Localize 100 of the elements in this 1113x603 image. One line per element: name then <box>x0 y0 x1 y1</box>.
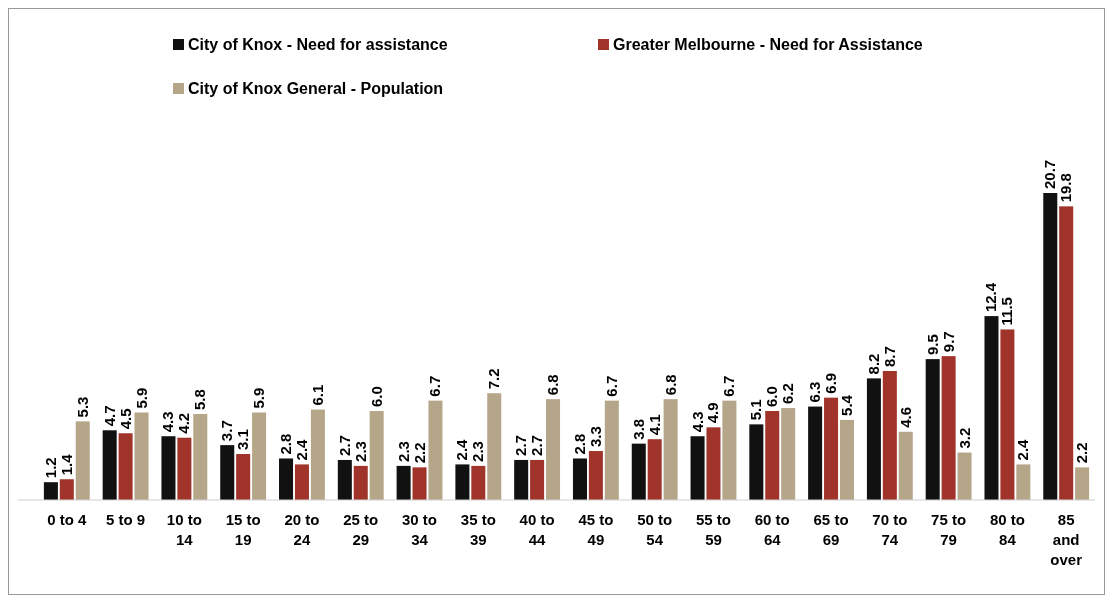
data-label: 6.7 <box>426 375 444 397</box>
bar <box>59 479 74 500</box>
data-label: 6.8 <box>661 374 679 396</box>
legend-label: City of Knox General - Population <box>188 80 444 97</box>
bar <box>765 411 780 500</box>
data-label: 12.4 <box>982 282 1000 313</box>
bar <box>487 393 502 500</box>
data-label: 2.4 <box>453 438 471 461</box>
data-label: 2.2 <box>1073 442 1091 464</box>
data-label: 2.3 <box>351 441 369 462</box>
bar <box>824 397 839 500</box>
bar <box>588 451 603 500</box>
bar <box>102 430 117 500</box>
data-label: 4.6 <box>896 406 914 428</box>
data-label: 6.8 <box>544 374 562 396</box>
data-label: 6.9 <box>822 372 840 394</box>
bar <box>161 436 176 500</box>
data-label: 2.7 <box>512 435 530 456</box>
data-label: 6.3 <box>806 381 824 403</box>
data-label: 2.8 <box>277 433 295 455</box>
bar <box>546 399 561 500</box>
bar <box>808 406 823 500</box>
bar <box>1043 193 1058 500</box>
x-tick-label: 50 to 54 <box>637 511 673 548</box>
bar <box>1000 329 1015 500</box>
data-label: 2.8 <box>570 433 588 455</box>
x-tick-label: 80 to 84 <box>989 511 1025 548</box>
data-label: 4.1 <box>645 414 663 436</box>
bar <box>572 458 587 500</box>
data-label: 5.9 <box>132 387 150 409</box>
data-label: 2.3 <box>394 441 412 462</box>
bar <box>690 436 705 500</box>
data-label: 1.2 <box>41 457 59 479</box>
x-tick-label: 25 to 29 <box>343 511 379 548</box>
data-label: 20.7 <box>1041 159 1059 189</box>
bar <box>279 458 294 500</box>
bar <box>310 409 325 500</box>
x-tick-label: 45 to 49 <box>578 511 614 548</box>
data-label: 4.3 <box>159 411 177 433</box>
bar <box>1059 206 1074 500</box>
data-label: 9.5 <box>923 334 941 356</box>
bar <box>706 427 721 500</box>
bar <box>663 399 678 500</box>
x-tick-label: 70 to 74 <box>872 511 908 548</box>
bar <box>396 465 411 500</box>
data-label: 8.2 <box>864 353 882 375</box>
legend-label: City of Knox - Need for assistance <box>188 36 448 53</box>
bar <box>43 482 58 500</box>
data-label: 6.2 <box>779 383 797 405</box>
data-label: 4.9 <box>704 402 722 424</box>
x-tick-label: 30 to 34 <box>402 511 438 548</box>
bar <box>369 411 384 500</box>
bar <box>353 465 368 500</box>
data-label: 6.0 <box>367 386 385 408</box>
bar <box>925 359 940 500</box>
bar <box>781 408 796 500</box>
data-label: 5.9 <box>250 387 268 409</box>
bar <box>193 413 208 500</box>
data-label: 3.2 <box>955 427 973 449</box>
data-label: 5.3 <box>73 396 91 418</box>
bar <box>839 419 854 500</box>
x-tick-label: 65 to 69 <box>813 511 849 548</box>
bar <box>941 356 956 500</box>
x-tick-label: 15 to 19 <box>225 511 261 548</box>
data-label: 6.0 <box>763 386 781 408</box>
data-label: 2.3 <box>469 441 487 462</box>
x-tick-label: 55 to 59 <box>695 511 731 548</box>
data-label: 4.2 <box>175 412 193 434</box>
x-tick-label: 60 to 64 <box>754 511 790 548</box>
data-label: 4.3 <box>688 411 706 433</box>
bar <box>412 467 427 500</box>
bar <box>866 378 881 500</box>
data-label: 6.1 <box>308 384 326 406</box>
bar <box>631 443 646 500</box>
bar <box>252 412 267 500</box>
x-tick-label: 85 and over <box>1050 511 1083 568</box>
data-label: 2.7 <box>528 435 546 456</box>
bar <box>236 454 251 500</box>
data-label: 9.7 <box>939 331 957 353</box>
data-label: 3.7 <box>218 420 236 442</box>
data-label: 8.7 <box>880 346 898 367</box>
bar <box>984 316 999 500</box>
bar <box>957 452 972 500</box>
bar <box>722 400 737 500</box>
data-label: 4.7 <box>100 405 118 427</box>
data-label: 2.4 <box>292 438 310 461</box>
legend-label: Greater Melbourne - Need for Assistance <box>613 36 923 53</box>
bar <box>514 459 529 500</box>
bar <box>337 459 352 500</box>
bar <box>220 445 235 500</box>
data-label: 5.4 <box>837 394 855 416</box>
data-label: 3.3 <box>586 426 604 448</box>
x-tick-label: 5 to 9 <box>106 511 146 528</box>
data-label: 1.4 <box>57 453 75 476</box>
bar <box>75 421 90 500</box>
bar <box>882 370 897 500</box>
data-label: 6.7 <box>602 375 620 397</box>
data-label: 2.2 <box>410 442 428 464</box>
bar <box>134 412 149 500</box>
data-label: 5.1 <box>747 399 765 421</box>
